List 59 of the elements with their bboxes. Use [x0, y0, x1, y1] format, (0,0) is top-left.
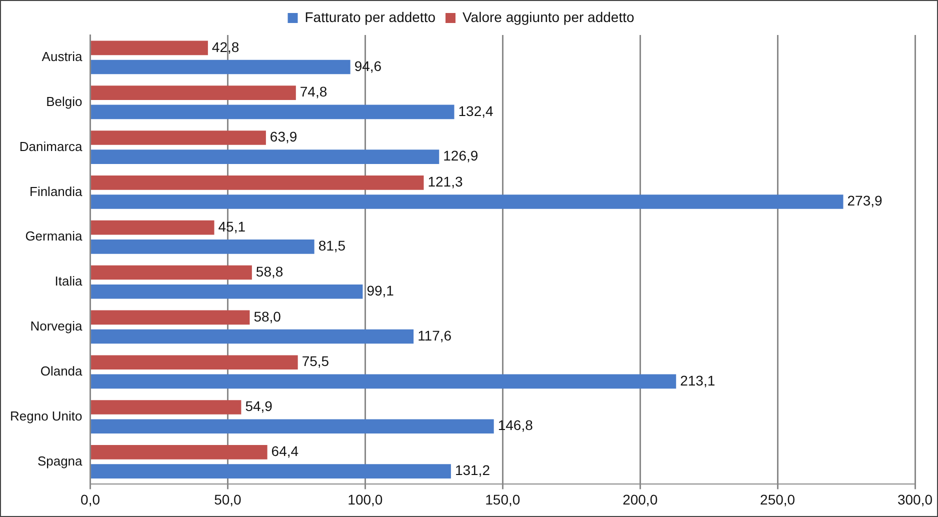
y-tick-label: Germania	[25, 228, 84, 244]
bar	[91, 310, 250, 325]
bar	[91, 240, 314, 254]
data-label: 117,6	[418, 327, 452, 344]
y-tick-label: Belgio	[46, 94, 82, 109]
y-tick-label: Olanda	[40, 363, 84, 378]
x-tick-label: 100,0	[348, 491, 383, 508]
bar	[91, 104, 454, 120]
data-label: 81,5	[318, 238, 346, 254]
x-tick-label: 150,0	[485, 491, 520, 508]
legend-label: Valore aggiunto per addetto	[462, 8, 634, 25]
bar	[91, 40, 208, 56]
data-label: 131,2	[454, 462, 490, 478]
y-tick-label: Spagna	[37, 453, 84, 468]
bar	[91, 329, 414, 344]
bar	[91, 464, 451, 478]
y-tick-label: Norvegia	[30, 318, 84, 334]
y-tick-label: Finlandia	[30, 184, 84, 199]
data-label: 63,9	[270, 128, 298, 145]
data-label: 74,8	[300, 84, 328, 100]
data-label: 42,8	[212, 38, 240, 55]
bar	[91, 419, 494, 434]
x-tick-label: 300,0	[897, 491, 933, 508]
bar	[91, 374, 676, 389]
bar	[91, 265, 252, 280]
data-label: 99,1	[366, 282, 394, 298]
bar	[91, 130, 266, 145]
x-tick-label: 0,0	[80, 491, 100, 508]
bar	[91, 86, 296, 100]
bar	[91, 150, 440, 164]
data-label: 121,3	[428, 174, 463, 190]
data-label: 213,1	[680, 372, 716, 388]
data-label: 273,9	[847, 192, 882, 209]
x-tick-label: 200,0	[622, 491, 658, 508]
data-label: 94,6	[354, 58, 382, 74]
data-label: 58,8	[256, 263, 284, 280]
data-label: 126,9	[443, 148, 478, 164]
bar	[91, 60, 350, 74]
legend-label: Fatturato per addetto	[304, 8, 436, 25]
y-tick-label: Regno Unito	[10, 408, 82, 424]
y-tick-label: Italia	[54, 274, 84, 289]
data-label: 58,0	[254, 308, 282, 324]
y-tick-label: Austria	[42, 49, 84, 64]
bar	[91, 355, 298, 370]
data-label: 54,9	[245, 398, 273, 414]
data-label: 64,4	[271, 443, 299, 460]
data-label: 75,5	[302, 353, 330, 370]
bar	[91, 400, 242, 414]
bar	[91, 220, 214, 235]
bar	[91, 176, 424, 190]
x-tick-label: 250,0	[760, 491, 796, 508]
y-tick-label: Danimarca	[19, 138, 84, 154]
bar	[91, 194, 844, 209]
data-label: 146,8	[498, 417, 534, 434]
data-label: 132,4	[458, 102, 494, 119]
bar	[91, 445, 268, 460]
bar	[91, 284, 363, 299]
data-label: 45,1	[218, 218, 246, 234]
x-tick-label: 50,0	[214, 491, 242, 508]
